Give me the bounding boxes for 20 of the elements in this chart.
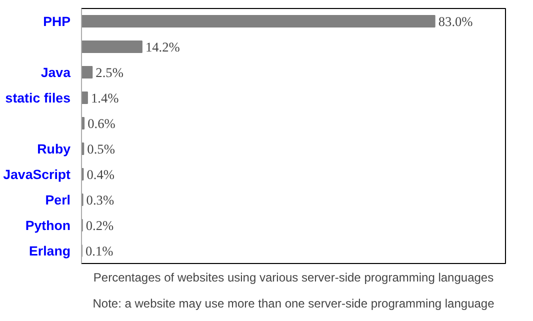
data-label: 1.4% xyxy=(90,90,119,106)
y-tick-label: JavaScript xyxy=(3,166,72,182)
data-label: 14.2% xyxy=(145,39,180,54)
y-tick-label: Python xyxy=(25,218,71,233)
y-tick-label: Perl xyxy=(45,192,71,208)
y-tick-label: static files xyxy=(5,90,71,106)
data-label: 2.5% xyxy=(96,64,124,80)
data-label: 0.2% xyxy=(86,218,114,233)
y-tick-label: Ruby xyxy=(37,141,72,156)
y-tick-label: Erlang xyxy=(29,243,71,258)
data-label: 0.3% xyxy=(86,192,114,208)
text: Percentages of websites using various server-side programming languages xyxy=(93,270,494,284)
y-tick-label: Java xyxy=(40,64,72,80)
y-tick-label: PHP xyxy=(43,14,71,29)
data-label: 0.5% xyxy=(87,141,115,156)
data-label: 0.1% xyxy=(85,243,114,258)
text: Note: a website may use more than one server-side programming language xyxy=(92,296,495,310)
data-label: 0.6% xyxy=(88,116,116,131)
data-label: 0.4% xyxy=(86,166,114,182)
data-label: 83.0% xyxy=(438,14,473,29)
